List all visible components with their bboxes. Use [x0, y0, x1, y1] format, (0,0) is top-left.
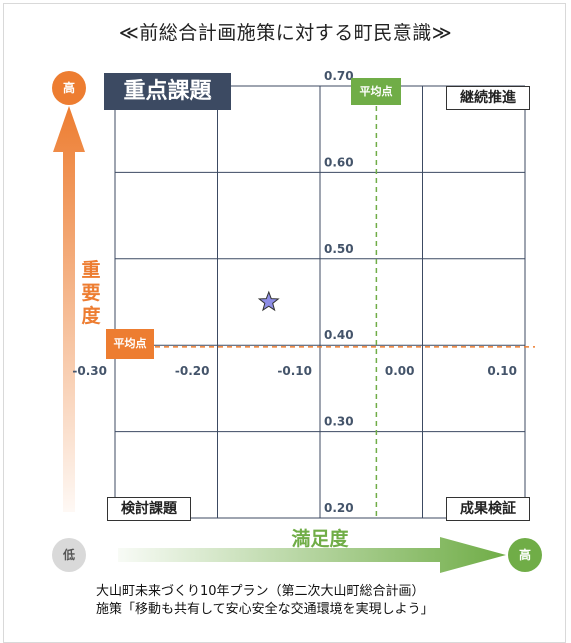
grid-lines — [114, 85, 526, 519]
quadrant-review-label: 検討課題 — [107, 497, 191, 521]
data-points — [257, 290, 280, 312]
y-tick-label-1: 0.30 — [324, 415, 354, 429]
x-tick-label-2: -0.10 — [277, 364, 312, 378]
importance-average-tag: 平均点 — [106, 329, 154, 359]
x-tick-label-0: -0.30 — [72, 364, 107, 378]
average-lines — [110, 106, 535, 518]
caption: 大山町未来づくり10年プラン（第二次大山町総合計画） 施策「移動も共有して安心安… — [96, 583, 546, 619]
x-tick-label-4: 0.10 — [487, 364, 517, 378]
x-tick-label-1: -0.20 — [175, 364, 210, 378]
low-badge: 低 — [52, 538, 86, 572]
x-tick-label-3: 0.00 — [385, 364, 415, 378]
satisfaction-high-badge: 高 — [508, 538, 542, 572]
x-tick-labels: -0.30 -0.20 -0.10 0.00 0.10 — [72, 364, 517, 378]
data-point-0 — [257, 290, 280, 312]
quadrant-priority-label: 重点課題 — [104, 73, 231, 110]
chart-title: ≪前総合計画施策に対する町民意識≫ — [118, 22, 453, 44]
y-tick-label-3: 0.50 — [324, 242, 354, 256]
importance-arrow — [53, 106, 85, 512]
quadrant-continue-label: 継続推進 — [446, 86, 530, 110]
caption-line-1: 大山町未来づくり10年プラン（第二次大山町総合計画） — [96, 584, 425, 599]
importance-high-badge: 高 — [52, 71, 86, 105]
importance-axis-label: 重要度 — [81, 259, 101, 327]
y-tick-label-4: 0.60 — [324, 155, 354, 169]
satisfaction-arrow — [118, 537, 506, 573]
y-tick-labels: 0.20 0.30 0.40 0.50 0.60 0.70 — [324, 69, 354, 515]
satisfaction-axis-label: 満足度 — [291, 528, 349, 550]
y-tick-label-2: 0.40 — [324, 328, 354, 342]
y-tick-label-5: 0.70 — [324, 69, 354, 83]
caption-line-2: 施策「移動も共有して安心安全な交通環境を実現しよう」 — [96, 602, 434, 617]
satisfaction-average-tag: 平均点 — [351, 78, 401, 105]
quadrant-result-label: 成果検証 — [446, 497, 530, 521]
axis-arrows — [53, 106, 506, 573]
y-tick-label-0: 0.20 — [324, 501, 354, 515]
